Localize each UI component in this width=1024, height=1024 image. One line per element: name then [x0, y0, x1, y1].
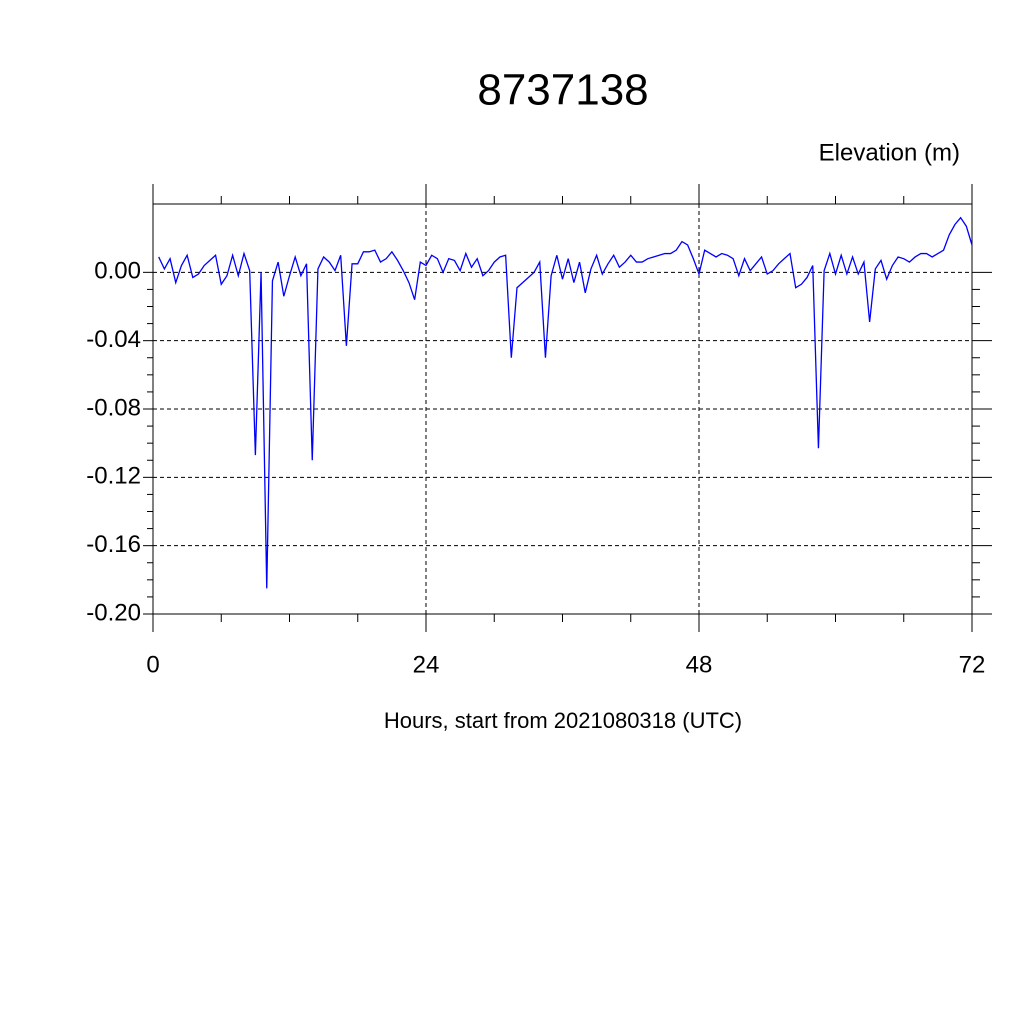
x-tick-label: 72 [959, 651, 986, 678]
x-tick-label: 24 [413, 651, 440, 678]
x-tick-label: 48 [686, 651, 713, 678]
y-tick-label: -0.04 [86, 326, 141, 353]
y-tick-label: 0.00 [94, 258, 141, 285]
data-line [158, 216, 973, 589]
x-tick-label: 0 [146, 651, 159, 678]
y-tick-label: -0.12 [86, 463, 141, 490]
y-axis-unit: Elevation (m) [819, 139, 960, 166]
x-axis-label: Hours, start from 2021080318 (UTC) [384, 708, 742, 733]
chart-title: 8737138 [477, 66, 648, 115]
y-tick-label: -0.16 [86, 531, 141, 558]
y-tick-label: -0.20 [86, 599, 141, 626]
y-tick-label: -0.08 [86, 394, 141, 421]
